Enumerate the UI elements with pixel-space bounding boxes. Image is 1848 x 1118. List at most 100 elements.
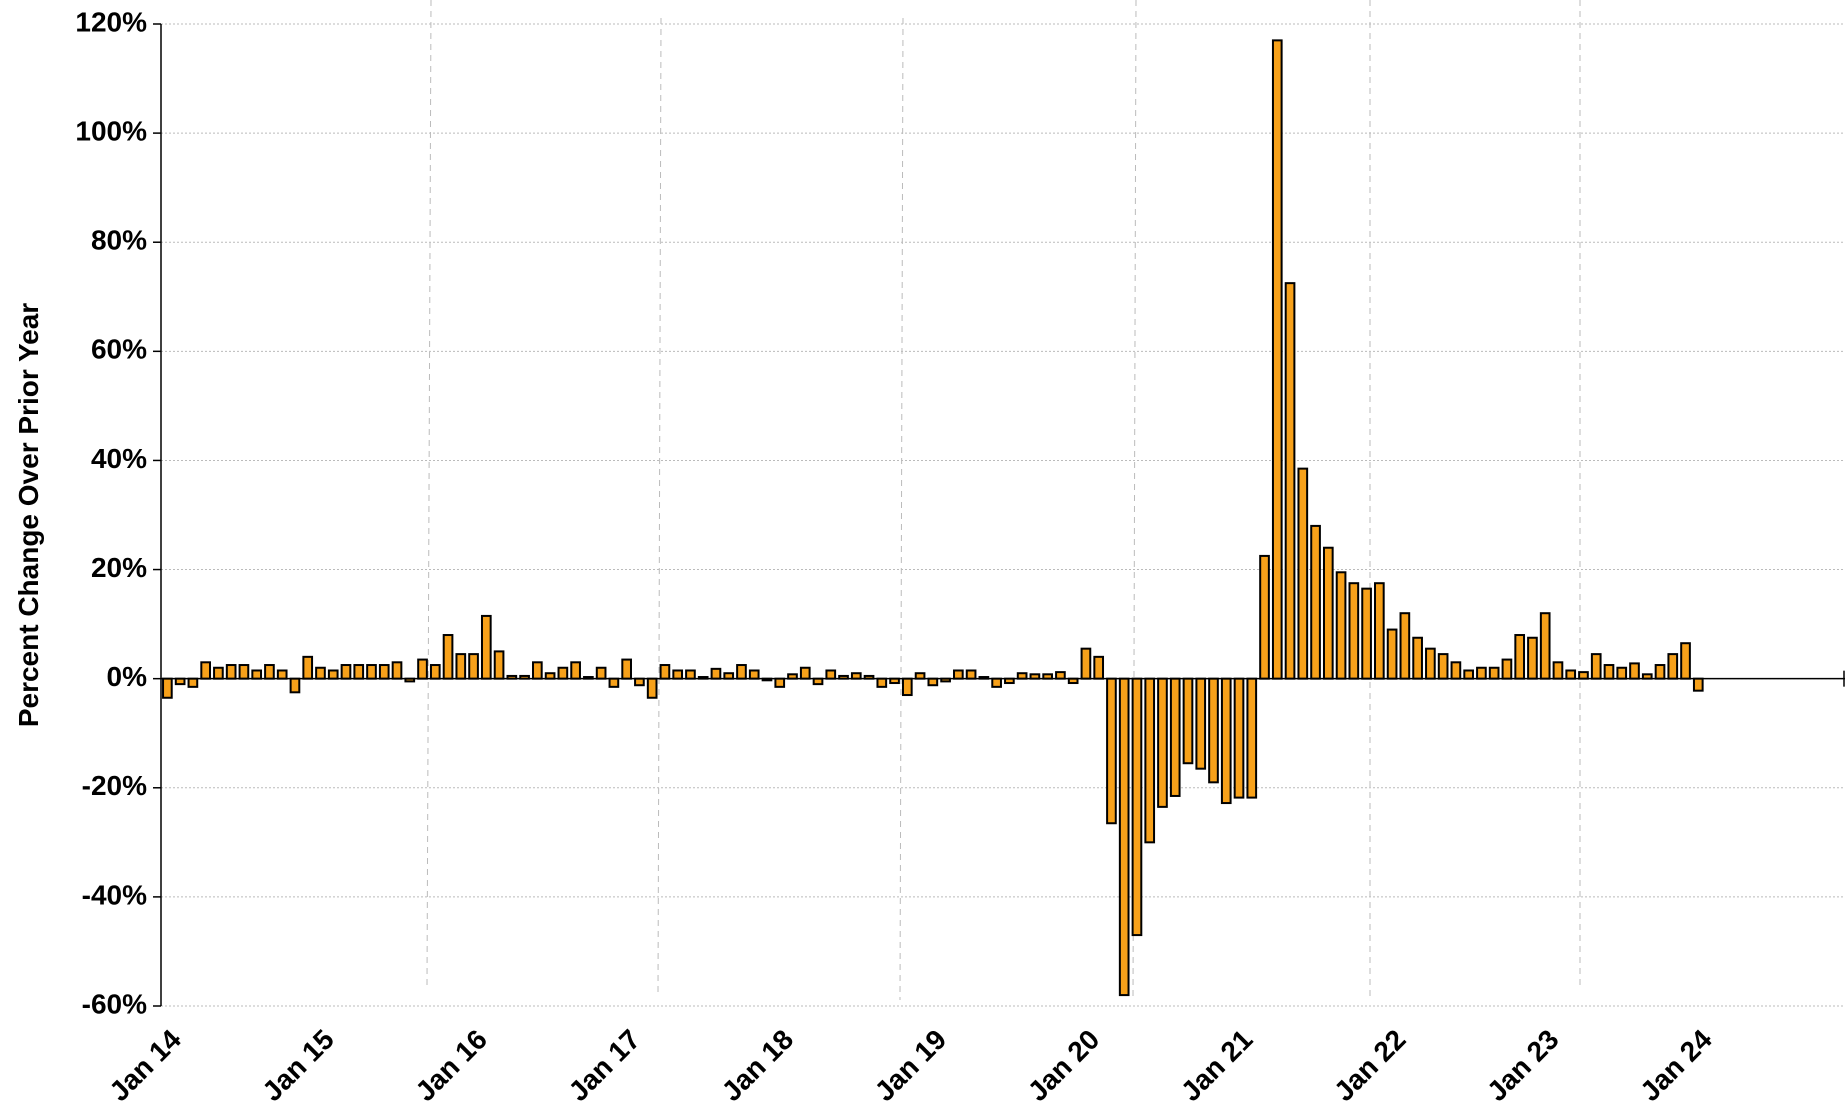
bar — [1080, 647, 1092, 680]
bar — [442, 634, 454, 680]
bar — [417, 658, 428, 680]
bar — [608, 677, 620, 688]
bar — [1055, 671, 1066, 680]
bar — [1425, 647, 1436, 680]
bar — [327, 669, 339, 680]
x-tick-label: Jan 15 — [256, 1024, 340, 1108]
bar — [1590, 653, 1602, 680]
bar — [1106, 677, 1117, 825]
bar — [1488, 666, 1500, 680]
bar — [1578, 671, 1589, 680]
bar — [1322, 546, 1334, 680]
guide-line — [899, 17, 904, 1001]
bar — [315, 666, 326, 680]
bar — [659, 664, 671, 680]
y-tick-label: 40% — [91, 443, 147, 474]
bar — [1450, 661, 1462, 680]
bar — [953, 669, 964, 680]
bar — [238, 664, 250, 680]
x-tick-label: Jan 22 — [1328, 1024, 1412, 1108]
bar — [544, 672, 556, 680]
bar — [1374, 582, 1385, 680]
x-tick-label: Jan 19 — [869, 1024, 953, 1108]
y-axis-title: Percent Change Over Prior Year — [13, 303, 44, 727]
bar — [1399, 612, 1411, 680]
bar — [162, 677, 173, 699]
y-tick-label: -60% — [82, 988, 147, 1019]
bar — [302, 655, 314, 680]
bar — [289, 677, 301, 694]
bar — [672, 669, 684, 680]
bar — [723, 672, 735, 680]
bar — [187, 677, 199, 688]
bar — [1476, 666, 1487, 680]
y-tick-label: 80% — [91, 225, 147, 256]
bar — [225, 664, 237, 680]
bar — [876, 677, 888, 688]
bar — [1335, 571, 1347, 680]
guide-line — [1132, 0, 1137, 1001]
bar — [965, 669, 977, 680]
bar — [1297, 467, 1309, 680]
bar — [251, 669, 263, 680]
bar — [1220, 677, 1232, 805]
x-tick-label: Jan 17 — [563, 1024, 647, 1108]
y-tick-label: 120% — [75, 6, 147, 37]
bar — [1565, 669, 1577, 680]
y-tick-label: 60% — [91, 334, 147, 365]
bar — [264, 664, 275, 680]
bar — [200, 661, 211, 680]
bar — [1514, 634, 1526, 680]
bar — [1195, 677, 1207, 770]
bar — [1501, 658, 1513, 680]
bar — [646, 677, 658, 699]
bar — [1259, 554, 1270, 680]
bar — [1361, 587, 1372, 680]
bar — [493, 650, 505, 680]
y-tick-label: 20% — [91, 552, 147, 583]
bar — [736, 664, 747, 680]
bar — [685, 669, 696, 680]
x-tick-label: Jan 24 — [1634, 1023, 1718, 1107]
x-tick-label: Jan 20 — [1022, 1024, 1106, 1108]
bar — [480, 614, 492, 680]
x-tick-label: Jan 21 — [1175, 1024, 1259, 1108]
bar — [1629, 662, 1640, 680]
bar — [774, 677, 786, 688]
bar — [391, 661, 403, 680]
bar — [710, 667, 722, 680]
bar — [1386, 628, 1398, 680]
x-tick-label: Jan 18 — [716, 1024, 800, 1108]
guide-line — [426, 0, 432, 986]
x-tick-label: Jan 16 — [409, 1024, 493, 1108]
bar — [174, 677, 186, 686]
bar — [557, 666, 569, 680]
bar — [1527, 636, 1538, 680]
bar — [1654, 664, 1666, 680]
bar — [1169, 677, 1181, 797]
guide-line — [657, 17, 662, 996]
bar — [455, 653, 467, 680]
bar — [378, 664, 390, 680]
bar — [1539, 612, 1551, 680]
bar — [1667, 653, 1679, 680]
bar — [901, 677, 913, 697]
bar — [1552, 661, 1564, 680]
bar — [1616, 666, 1628, 680]
bar — [353, 664, 365, 680]
bar — [1093, 655, 1105, 680]
bar — [532, 661, 543, 680]
bar — [1118, 677, 1130, 997]
vertical-guides — [426, 0, 1581, 1001]
bar — [1692, 677, 1704, 692]
bar — [1246, 677, 1258, 799]
bar — [1131, 677, 1143, 937]
bar — [748, 669, 760, 680]
bar — [850, 672, 862, 680]
bar — [634, 677, 645, 687]
bar — [927, 677, 939, 687]
bar — [468, 653, 479, 680]
y-tick-label: -20% — [82, 770, 147, 801]
bar — [1271, 39, 1283, 680]
bar — [340, 664, 352, 680]
